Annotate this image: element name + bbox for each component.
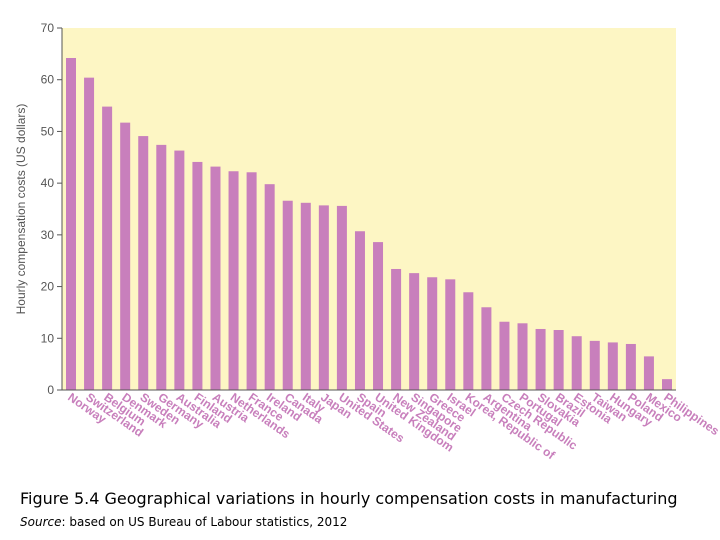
- bar: [246, 172, 257, 390]
- x-axis-labels: NorwaySwitzerlandBelgiumDenmarkSwedenGer…: [65, 390, 720, 463]
- bar: [174, 150, 185, 390]
- plot-background: [62, 28, 676, 390]
- bar: [662, 379, 672, 390]
- bar: [156, 144, 167, 390]
- y-tick-label: 0: [47, 383, 54, 397]
- bar: [589, 340, 600, 390]
- bar: [282, 200, 293, 390]
- bar: [102, 106, 113, 390]
- y-tick-label: 10: [41, 331, 55, 345]
- bar: [625, 343, 636, 390]
- y-tick-label: 60: [41, 73, 55, 87]
- bars-group: [66, 57, 672, 390]
- bar: [373, 242, 384, 390]
- y-tick-label: 30: [41, 228, 55, 242]
- bar: [517, 323, 528, 390]
- bar: [264, 184, 275, 390]
- figure-caption: Figure 5.4 Geographical variations in ho…: [20, 489, 678, 508]
- bar-chart: 0 10 20 30 40 50 60 70 NorwaySwitzerlandBelgium…: [14, 21, 720, 463]
- bar: [354, 231, 365, 390]
- bar: [571, 336, 582, 390]
- y-axis-ticks: 0 10 20 30 40 50 60 70: [41, 21, 62, 397]
- bar: [643, 356, 654, 390]
- bar: [391, 268, 402, 390]
- y-tick-label: 50: [41, 124, 55, 138]
- bar: [210, 166, 221, 390]
- bar: [84, 77, 95, 390]
- source-label: Source: [20, 515, 62, 529]
- bar: [553, 330, 564, 390]
- y-tick-label: 70: [41, 21, 55, 35]
- bar: [300, 202, 311, 390]
- bar: [481, 307, 492, 390]
- bar: [409, 273, 420, 390]
- bar: [336, 205, 347, 390]
- bar: [499, 321, 510, 390]
- bar: [427, 277, 438, 390]
- y-tick-label: 40: [41, 176, 55, 190]
- bar: [228, 171, 239, 390]
- bar: [445, 279, 456, 390]
- bar: [535, 328, 546, 390]
- bar: [463, 292, 474, 390]
- source-note: Source: based on US Bureau of Labour sta…: [20, 515, 347, 529]
- bar: [138, 136, 149, 390]
- bar: [607, 342, 618, 390]
- y-tick-label: 20: [41, 280, 55, 294]
- bar: [318, 205, 329, 390]
- bar: [192, 161, 203, 390]
- y-axis-title: Hourly compensation costs (US dollars): [14, 104, 28, 315]
- bar: [66, 57, 76, 390]
- source-text: : based on US Bureau of Labour statistic…: [61, 515, 348, 529]
- bar: [120, 122, 131, 390]
